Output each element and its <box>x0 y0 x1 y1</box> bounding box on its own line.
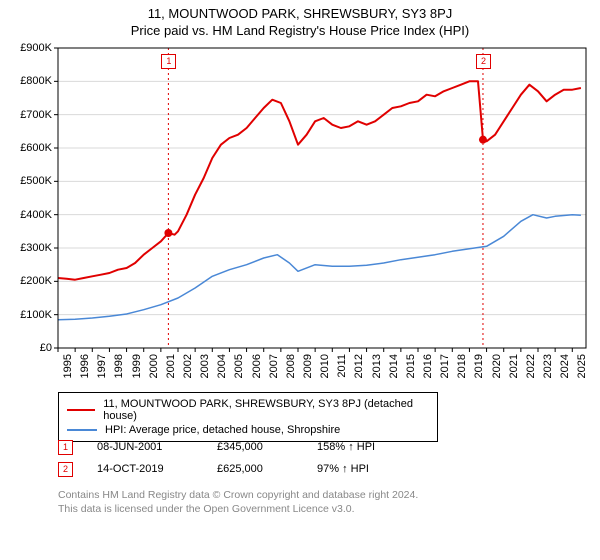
x-tick-label: 2022 <box>525 354 537 378</box>
x-tick-label: 2009 <box>302 354 314 378</box>
x-tick-label: 2008 <box>285 354 297 378</box>
x-tick-label: 2019 <box>473 354 485 378</box>
y-tick-label: £300K <box>20 242 52 254</box>
sales-row-price: £625,000 <box>217 463 317 475</box>
x-tick-label: 2014 <box>388 354 400 378</box>
chart-legend: 11, MOUNTWOOD PARK, SHREWSBURY, SY3 8PJ … <box>58 392 438 442</box>
x-tick-label: 2002 <box>182 354 194 378</box>
sales-row-pct: 158% ↑ HPI <box>317 441 437 453</box>
y-tick-label: £500K <box>20 175 52 187</box>
x-tick-label: 2011 <box>336 354 348 378</box>
x-tick-label: 2017 <box>439 354 451 378</box>
x-tick-label: 2025 <box>576 354 588 378</box>
x-tick-label: 1995 <box>62 354 74 378</box>
sales-row-marker: 1 <box>58 440 73 455</box>
sales-row-pct: 97% ↑ HPI <box>317 463 437 475</box>
x-tick-label: 2004 <box>216 354 228 378</box>
legend-swatch <box>67 409 95 411</box>
sale-marker-1: 1 <box>161 54 176 69</box>
legend-label: HPI: Average price, detached house, Shro… <box>105 424 340 436</box>
x-tick-label: 2013 <box>371 354 383 378</box>
x-tick-label: 2006 <box>251 354 263 378</box>
x-tick-label: 2010 <box>319 354 331 378</box>
y-tick-label: £900K <box>20 42 52 54</box>
x-tick-label: 2005 <box>233 354 245 378</box>
sales-row-marker: 2 <box>58 462 73 477</box>
x-tick-label: 2024 <box>559 354 571 378</box>
x-tick-label: 2016 <box>422 354 434 378</box>
legend-row: 11, MOUNTWOOD PARK, SHREWSBURY, SY3 8PJ … <box>67 397 429 423</box>
y-tick-label: £600K <box>20 142 52 154</box>
x-tick-label: 2021 <box>508 354 520 378</box>
legend-row: HPI: Average price, detached house, Shro… <box>67 423 429 437</box>
y-tick-label: £400K <box>20 209 52 221</box>
footer-attribution: Contains HM Land Registry data © Crown c… <box>58 488 418 516</box>
footer-line-1: Contains HM Land Registry data © Crown c… <box>58 488 418 502</box>
sales-table-row: 2 14-OCT-2019£625,00097% ↑ HPI <box>58 458 437 480</box>
sale-marker-2: 2 <box>476 54 491 69</box>
y-tick-label: £100K <box>20 309 52 321</box>
legend-swatch <box>67 429 97 431</box>
sales-row-date: 08-JUN-2001 <box>97 441 217 453</box>
y-tick-label: £700K <box>20 109 52 121</box>
sales-table: 1 08-JUN-2001£345,000158% ↑ HPI 2 14-OCT-20… <box>58 436 437 480</box>
x-tick-label: 1997 <box>96 354 108 378</box>
y-tick-label: £800K <box>20 75 52 87</box>
y-tick-label: £200K <box>20 275 52 287</box>
x-tick-label: 2018 <box>456 354 468 378</box>
legend-label: 11, MOUNTWOOD PARK, SHREWSBURY, SY3 8PJ … <box>103 398 429 422</box>
x-tick-label: 2015 <box>405 354 417 378</box>
sales-row-date: 14-OCT-2019 <box>97 463 217 475</box>
y-tick-label: £0 <box>40 342 52 354</box>
x-tick-label: 2003 <box>199 354 211 378</box>
footer-line-2: This data is licensed under the Open Gov… <box>58 502 418 516</box>
x-tick-label: 2007 <box>268 354 280 378</box>
sales-table-row: 1 08-JUN-2001£345,000158% ↑ HPI <box>58 436 437 458</box>
x-tick-label: 2020 <box>491 354 503 378</box>
x-tick-label: 2000 <box>148 354 160 378</box>
sales-row-price: £345,000 <box>217 441 317 453</box>
x-tick-label: 1998 <box>113 354 125 378</box>
x-tick-label: 2023 <box>542 354 554 378</box>
x-tick-label: 2012 <box>353 354 365 378</box>
x-tick-label: 1999 <box>131 354 143 378</box>
x-tick-label: 2001 <box>165 354 177 378</box>
x-tick-label: 1996 <box>79 354 91 378</box>
